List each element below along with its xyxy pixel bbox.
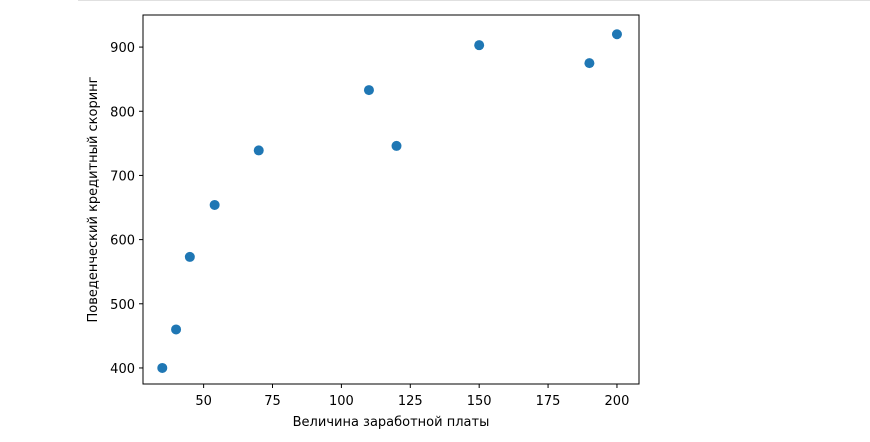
data-point xyxy=(584,58,595,69)
data-point xyxy=(391,140,402,151)
data-point xyxy=(363,85,374,96)
x-tick-label: 150 xyxy=(467,394,492,409)
y-tick-label: 400 xyxy=(110,362,135,377)
x-tick-label: 175 xyxy=(536,394,561,409)
y-tick-label: 800 xyxy=(110,105,135,120)
x-axis-label: Величина заработной платы xyxy=(293,415,490,430)
data-point xyxy=(157,362,168,373)
data-point xyxy=(611,29,622,40)
x-tick-label: 200 xyxy=(605,394,630,409)
y-axis: 400 500 600 700 800 900 xyxy=(110,41,143,377)
y-axis-label: Поведенческий кредитный скоринг xyxy=(86,76,101,322)
x-tick-label: 100 xyxy=(329,394,354,409)
points-layer xyxy=(157,29,622,373)
y-tick-label: 500 xyxy=(110,298,135,313)
x-tick-label: 125 xyxy=(398,394,423,409)
data-point xyxy=(184,251,195,262)
x-tick-label: 75 xyxy=(264,394,281,409)
x-tick-label: 50 xyxy=(195,394,212,409)
data-point xyxy=(171,324,182,335)
data-point xyxy=(474,40,485,51)
data-point xyxy=(253,145,264,156)
top-divider xyxy=(78,0,870,1)
x-axis: 50 75 100 125 150 175 200 xyxy=(195,384,629,409)
plot-frame xyxy=(142,14,640,385)
y-tick-label: 700 xyxy=(110,169,135,184)
y-tick-label: 900 xyxy=(110,41,135,56)
y-tick-label: 600 xyxy=(110,234,135,249)
data-point xyxy=(209,199,220,210)
